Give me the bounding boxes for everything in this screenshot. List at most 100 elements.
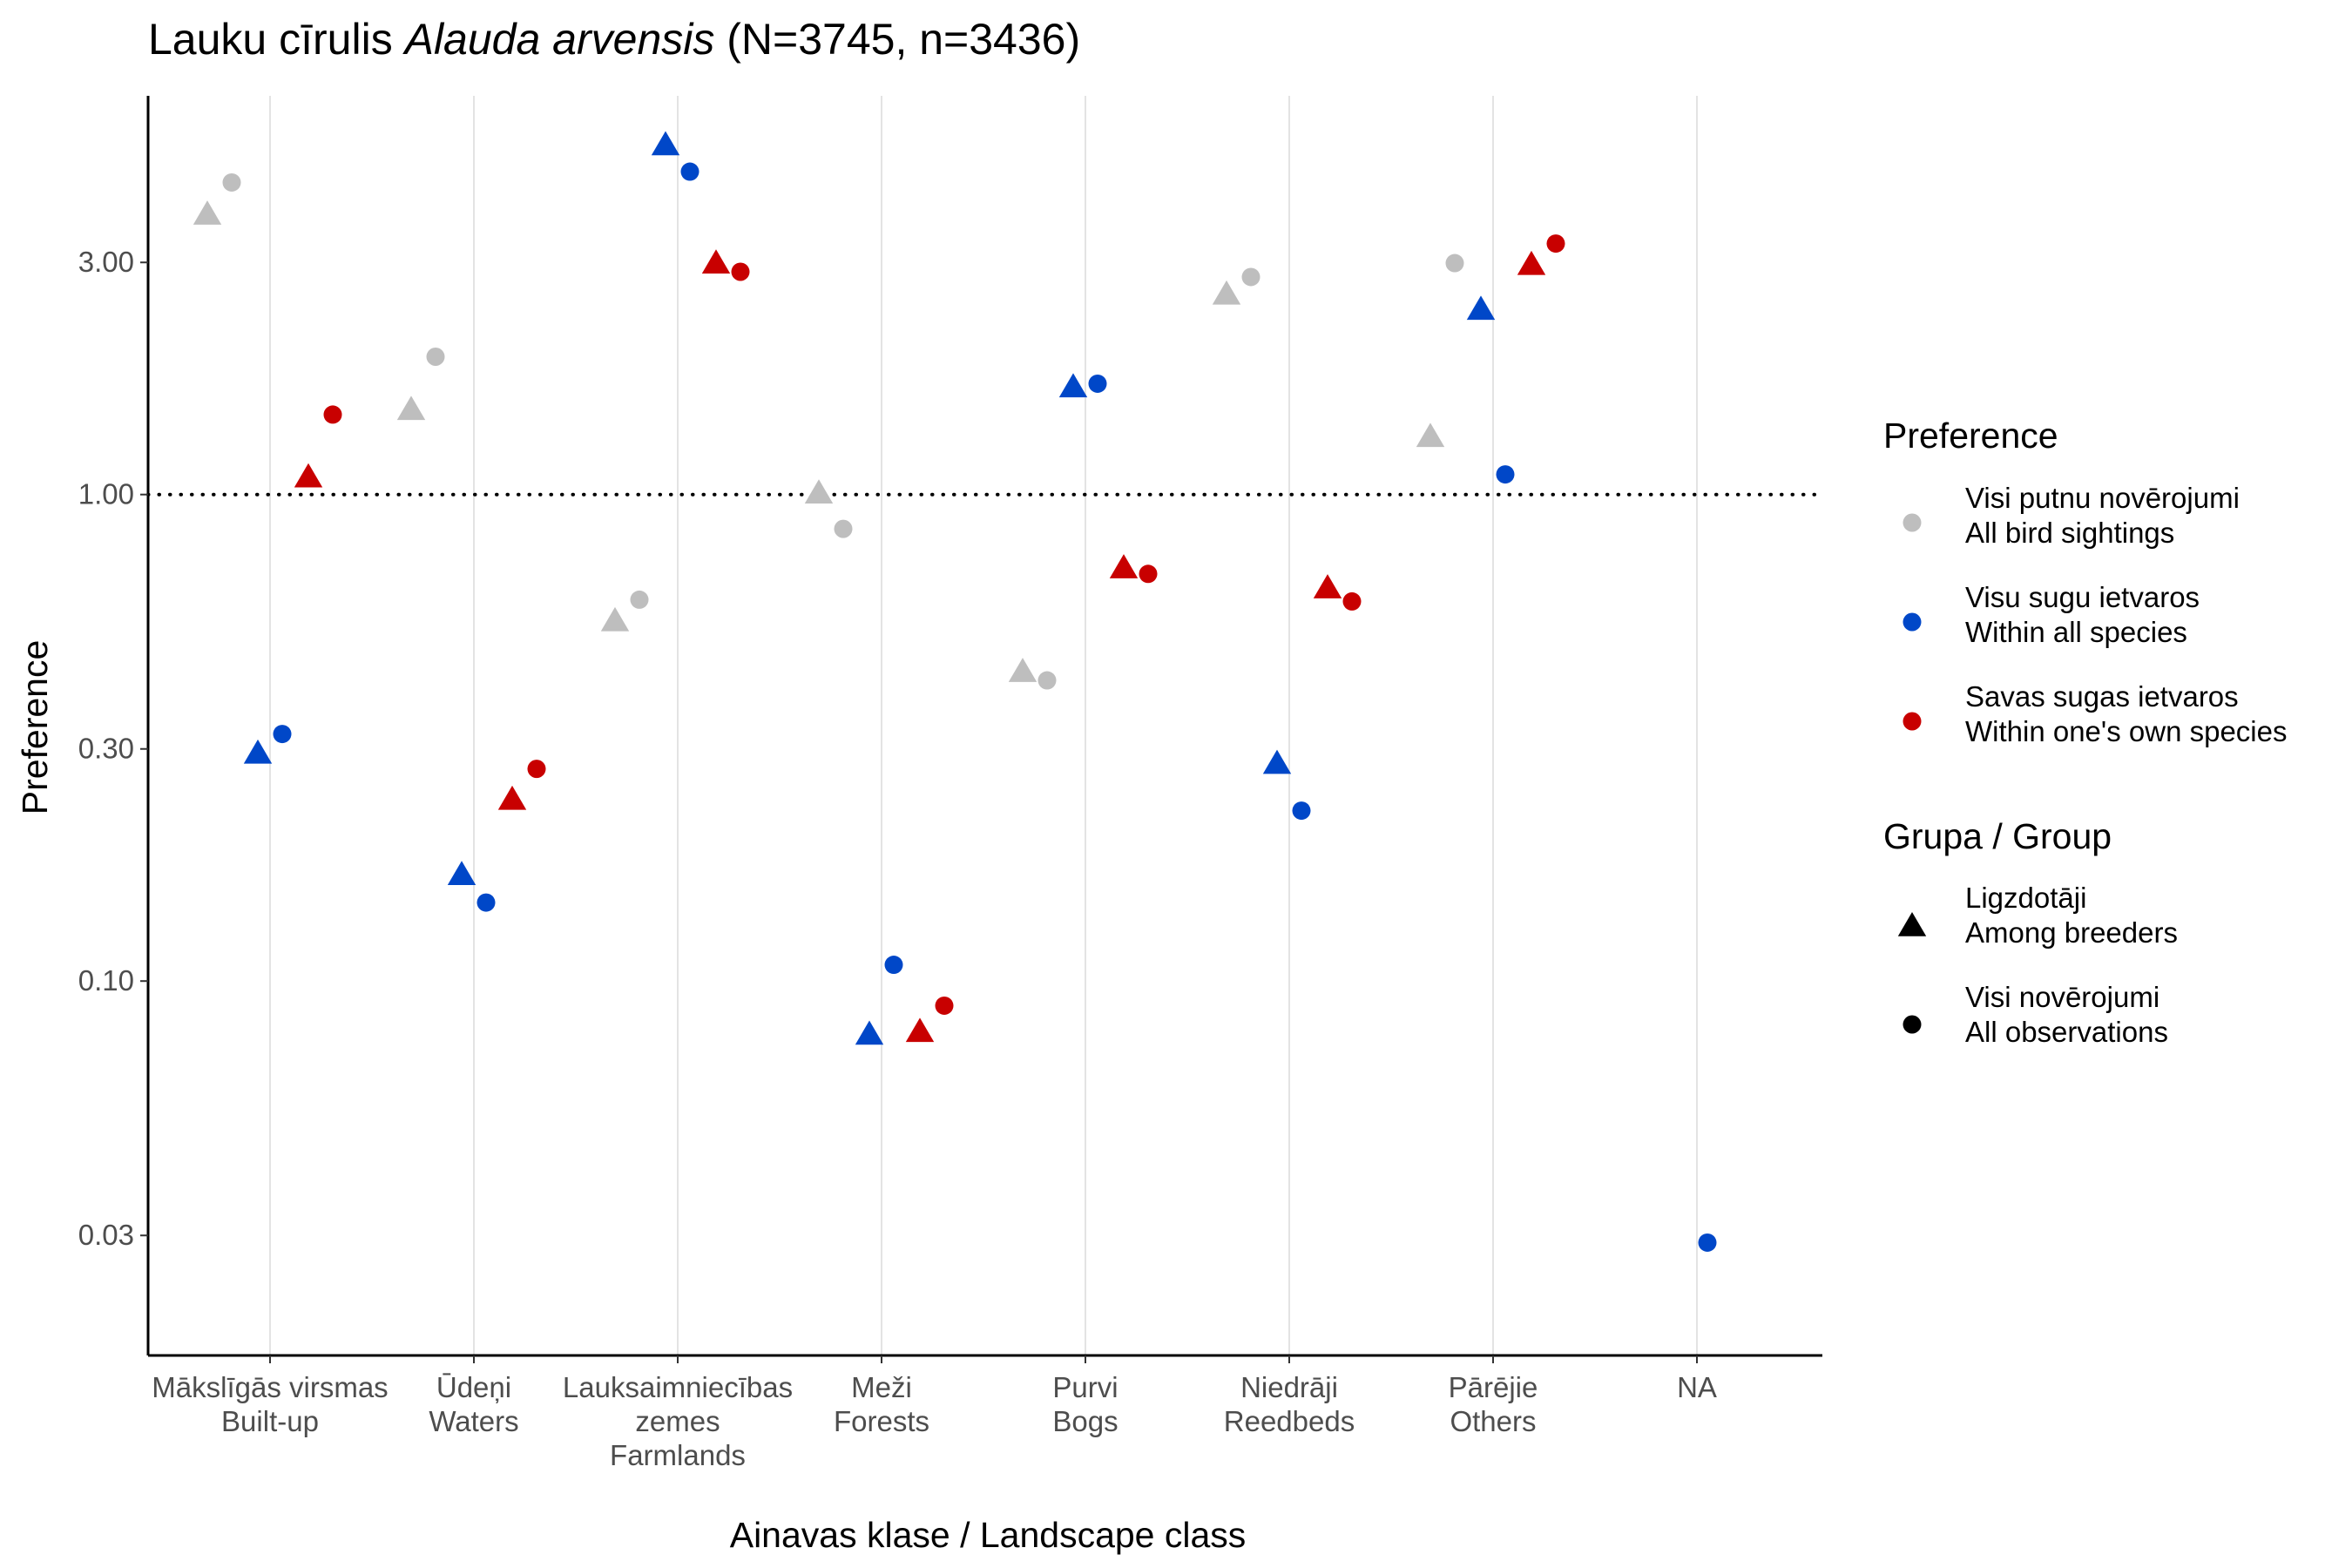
legend-label-line: Visu sugu ietvaros xyxy=(1965,581,2200,613)
x-tick-label: Purvi Bogs xyxy=(1052,1371,1118,1437)
legend-key-all_species xyxy=(1903,612,1922,632)
data-point-own_species-all_obs xyxy=(323,405,342,424)
data-point-all_birds-breeders xyxy=(600,606,630,632)
chart-title-part: (N=3745, n=3436) xyxy=(714,15,1080,64)
x-tick-label-line: Farmlands xyxy=(610,1439,746,1471)
data-point-all_birds-breeders xyxy=(1008,658,1037,682)
legend-label-all_birds: Visi putnu novērojumi All bird sightings xyxy=(1965,482,2240,549)
legend-key-breeders xyxy=(1897,912,1927,936)
data-point-all_species-breeders xyxy=(1262,749,1292,774)
data-point-all_birds-breeders xyxy=(1416,422,1445,448)
data-point-all_species-breeders xyxy=(243,739,273,764)
data-point-own_species-breeders xyxy=(497,785,527,810)
y-tick-label: 0.10 xyxy=(78,964,134,997)
data-point-all_species-all_obs xyxy=(1088,374,1107,393)
legend-label-all_obs: Visi novērojumi All observations xyxy=(1965,981,2168,1048)
x-tick-label: Pārējie Others xyxy=(1449,1371,1538,1437)
data-point-all_birds-all_obs xyxy=(1445,253,1464,273)
y-tick-label: 1.00 xyxy=(78,478,134,510)
data-point-all_birds-breeders xyxy=(804,479,834,504)
x-tick-label-line: Purvi xyxy=(1052,1371,1118,1403)
data-point-all_species-all_obs xyxy=(273,725,292,744)
data-point-all_species-all_obs xyxy=(1292,801,1311,821)
data-point-all_species-all_obs xyxy=(1698,1233,1717,1252)
data-point-all_birds-breeders xyxy=(193,200,222,225)
data-point-all_species-all_obs xyxy=(1496,465,1515,484)
data-point-all_species-breeders xyxy=(855,1020,884,1045)
x-tick-label: Mākslīgās virsmas Built-up xyxy=(152,1371,388,1437)
data-point-all_species-breeders xyxy=(1058,373,1088,398)
x-tick-label-line: Lauksaimniecības xyxy=(563,1371,793,1403)
x-tick-label-line: Others xyxy=(1450,1405,1536,1437)
data-point-all_birds-all_obs xyxy=(426,347,445,366)
legend-title-preference: Preference xyxy=(1883,416,2058,456)
data-point-all_birds-breeders xyxy=(1212,280,1241,305)
data-point-all_birds-all_obs xyxy=(630,590,649,609)
y-axis-title: Preference xyxy=(15,640,55,815)
x-tick-label: Lauksaimniecības zemes Farmlands xyxy=(563,1371,793,1471)
data-point-own_species-breeders xyxy=(1109,554,1139,578)
y-tick-label: 0.30 xyxy=(78,733,134,765)
data-point-all_birds-all_obs xyxy=(1037,671,1057,690)
x-tick-label: NA xyxy=(1677,1371,1717,1403)
x-tick-label-line: NA xyxy=(1677,1371,1717,1403)
x-tick-label-line: Meži xyxy=(851,1371,912,1403)
chart-title-part: Lauku cīrulis xyxy=(148,15,405,64)
legend-label-line: Visi novērojumi xyxy=(1965,981,2159,1013)
grid-lines xyxy=(269,96,1698,1355)
data-point-all_species-breeders xyxy=(1466,295,1496,321)
x-tick-label-line: zemes xyxy=(635,1405,720,1437)
legend-key-all_obs xyxy=(1903,1015,1922,1034)
x-tick-label: Ūdeņi Waters xyxy=(429,1371,518,1437)
data-point-own_species-breeders xyxy=(294,463,323,488)
x-tick-label-line: Forests xyxy=(834,1405,929,1437)
data-point-own_species-breeders xyxy=(1517,250,1546,275)
x-tick-label: Niedrāji Reedbeds xyxy=(1224,1371,1355,1437)
legend-label-line: Visi putnu novērojumi xyxy=(1965,482,2240,514)
x-axis-title: Ainavas klase / Landscape class xyxy=(730,1515,1247,1555)
data-point-own_species-breeders xyxy=(1313,574,1342,598)
legend-label-line: All bird sightings xyxy=(1965,517,2174,549)
legend-label-line: Within one's own species xyxy=(1965,715,2287,747)
data-point-all_species-breeders xyxy=(651,131,680,156)
data-point-own_species-all_obs xyxy=(527,760,546,779)
legend-label-line: Among breeders xyxy=(1965,916,2178,949)
legend-label-own_species: Savas sugas ietvaros Within one's own spe… xyxy=(1965,680,2287,747)
x-tick-label-line: Mākslīgās virsmas xyxy=(152,1371,388,1403)
legend-key-own_species xyxy=(1903,712,1922,731)
x-tick-label-line: Niedrāji xyxy=(1240,1371,1338,1403)
data-point-all_birds-all_obs xyxy=(834,519,853,538)
data-point-all_birds-all_obs xyxy=(222,172,241,192)
legend-label-all_species: Visu sugu ietvaros Within all species xyxy=(1965,581,2200,648)
chart-title-part: Alauda arvensis xyxy=(402,15,715,64)
data-point-all_species-breeders xyxy=(447,861,476,886)
chart-title: Lauku cīrulis Alauda arvensis (N=3745, n… xyxy=(148,15,1080,64)
x-tick-label-line: Bogs xyxy=(1052,1405,1118,1437)
data-point-own_species-all_obs xyxy=(1342,591,1362,611)
data-point-own_species-breeders xyxy=(701,249,731,274)
data-point-own_species-all_obs xyxy=(1546,234,1565,253)
x-tick-label-line: Ūdeņi xyxy=(436,1371,511,1403)
legend-label-line: All observations xyxy=(1965,1016,2168,1048)
x-tick-labels: Mākslīgās virsmas Built-up Ūdeņi Waters Lauk… xyxy=(152,1355,1717,1471)
axes xyxy=(146,96,1822,1357)
data-points xyxy=(193,131,1717,1252)
data-point-own_species-all_obs xyxy=(1139,564,1158,584)
data-point-all_birds-breeders xyxy=(396,395,426,421)
data-point-all_birds-all_obs xyxy=(1241,267,1260,287)
data-point-all_species-all_obs xyxy=(680,162,700,181)
y-tick-label: 3.00 xyxy=(78,246,134,278)
y-tick-label: 0.03 xyxy=(78,1219,134,1251)
legend-title-group: Grupa / Group xyxy=(1883,816,2112,856)
y-tick-labels: 0.03 0.10 0.30 1.00 3.00 xyxy=(78,246,148,1251)
x-tick-label-line: Reedbeds xyxy=(1224,1405,1355,1437)
data-point-all_species-all_obs xyxy=(884,956,903,975)
legend-key-all_birds xyxy=(1903,513,1922,532)
x-tick-label-line: Pārējie xyxy=(1449,1371,1538,1403)
data-point-own_species-all_obs xyxy=(935,996,954,1015)
x-tick-label-line: Built-up xyxy=(221,1405,319,1437)
data-point-own_species-all_obs xyxy=(731,262,750,281)
x-tick-label-line: Waters xyxy=(429,1405,518,1437)
legend: Preference Visi putnu novērojumi All bird … xyxy=(1883,416,2287,1048)
